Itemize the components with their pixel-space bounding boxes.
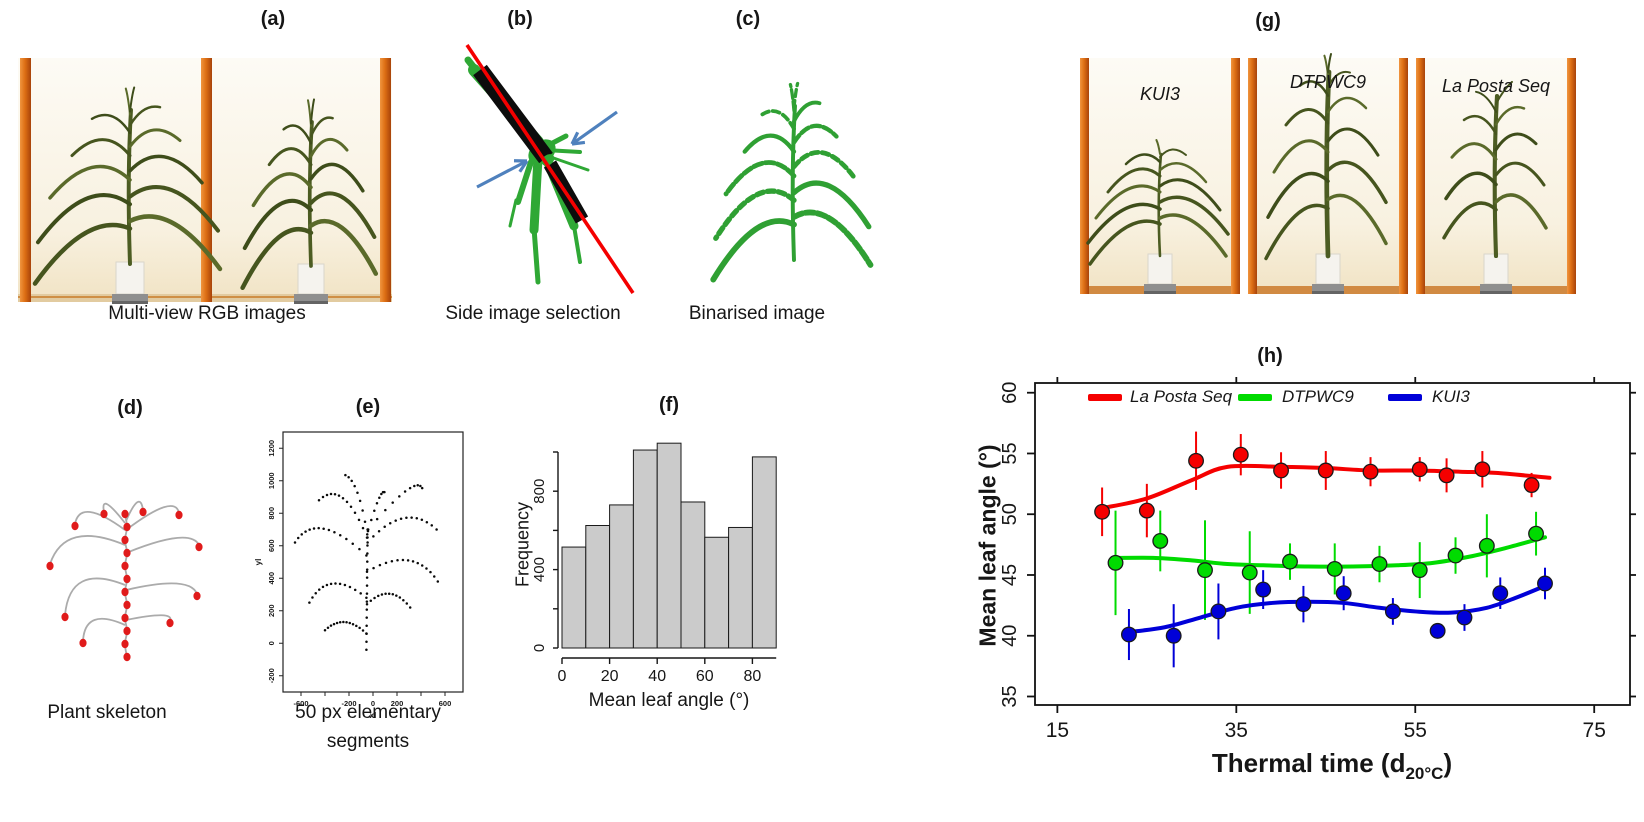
legend-label-laposta: La Posta Seq bbox=[1130, 387, 1233, 406]
panel-h-lineplot: 15 35 55 75 35 40 45 50 55 60 bbox=[999, 377, 1636, 742]
svg-text:60: 60 bbox=[999, 382, 1021, 404]
lineplot-x-axis-label: Thermal time (d20°C) bbox=[1212, 748, 1452, 784]
svg-text:75: 75 bbox=[1583, 719, 1606, 742]
svg-text:50: 50 bbox=[999, 503, 1021, 525]
svg-text:35: 35 bbox=[1225, 719, 1248, 742]
panel-label-b: (b) bbox=[507, 8, 533, 30]
caption-b: Side image selection bbox=[445, 303, 621, 324]
legend-swatch-dtpwc9 bbox=[1238, 394, 1272, 401]
panel-label-h: (h) bbox=[1257, 345, 1283, 367]
panel-b-topview bbox=[464, 43, 635, 295]
svg-text:200: 200 bbox=[391, 699, 404, 708]
svg-text:60: 60 bbox=[696, 668, 714, 685]
genotype-label-dtpwc9: DTPWC9 bbox=[1290, 72, 1366, 92]
panel-label-d: (d) bbox=[117, 397, 143, 419]
genotype-label-kui3: KUI3 bbox=[1139, 84, 1181, 104]
svg-text:0: 0 bbox=[371, 699, 375, 708]
caption-a: Multi-view RGB images bbox=[108, 303, 306, 324]
svg-text:1200: 1200 bbox=[267, 440, 276, 457]
panel-label-f: (f) bbox=[659, 394, 679, 416]
svg-text:55: 55 bbox=[999, 442, 1021, 464]
svg-text:0: 0 bbox=[558, 668, 567, 685]
genotype-label-laposta: La Posta Seq bbox=[1441, 76, 1551, 96]
panel-a-photo bbox=[18, 58, 392, 304]
histogram-x-axis-label: Mean leaf angle (°) bbox=[588, 690, 750, 711]
caption-c: Binarised image bbox=[688, 303, 826, 324]
svg-text:800: 800 bbox=[531, 479, 548, 504]
svg-text:400: 400 bbox=[531, 557, 548, 582]
panel-d-skeleton bbox=[46, 500, 203, 662]
svg-text:40: 40 bbox=[648, 668, 666, 685]
panel-label-a: (a) bbox=[260, 8, 286, 30]
svg-text:yl: yl bbox=[254, 559, 263, 566]
panel-g-photos bbox=[1080, 53, 1576, 294]
svg-text:40: 40 bbox=[999, 625, 1021, 647]
legend-label-dtpwc9: DTPWC9 bbox=[1282, 387, 1354, 406]
svg-text:45: 45 bbox=[999, 564, 1021, 586]
svg-text:15: 15 bbox=[1046, 719, 1069, 742]
lineplot-y-axis-label: Mean leaf angle (°) bbox=[974, 444, 1001, 647]
svg-text:400: 400 bbox=[267, 572, 276, 585]
panel-e-scatter: -600 -200 0 200 600 -200 0 200 400 600 800 1000 1200… bbox=[254, 431, 464, 720]
panel-f-histogram: 0 400 800 0 20 40 60 80 bbox=[531, 442, 777, 685]
svg-text:0: 0 bbox=[267, 641, 276, 645]
panel-label-c: (c) bbox=[735, 8, 761, 30]
panel-c-binarised bbox=[710, 81, 874, 283]
svg-text:35: 35 bbox=[999, 685, 1021, 707]
x-label-close: ) bbox=[1443, 748, 1453, 778]
x-label-main: Thermal time (d bbox=[1211, 748, 1406, 778]
svg-text:-600: -600 bbox=[293, 699, 308, 708]
svg-text:-200: -200 bbox=[341, 699, 356, 708]
caption-e: 50 px elementary segments bbox=[295, 702, 441, 753]
legend-swatch-kui3 bbox=[1388, 394, 1422, 401]
svg-text:55: 55 bbox=[1404, 719, 1427, 742]
legend-swatch-laposta bbox=[1088, 394, 1122, 401]
svg-text:-200: -200 bbox=[267, 668, 276, 683]
svg-text:600: 600 bbox=[267, 539, 276, 552]
svg-text:200: 200 bbox=[267, 604, 276, 617]
panel-label-e: (e) bbox=[355, 396, 381, 418]
svg-text:xl: xl bbox=[370, 711, 377, 720]
histogram-y-axis-label: Frequency bbox=[512, 501, 533, 588]
caption-d: Plant skeleton bbox=[47, 702, 167, 723]
svg-text:600: 600 bbox=[439, 699, 452, 708]
svg-text:20: 20 bbox=[601, 668, 619, 685]
svg-text:0: 0 bbox=[531, 644, 548, 652]
svg-text:80: 80 bbox=[744, 668, 762, 685]
panel-label-g: (g) bbox=[1255, 10, 1281, 32]
legend-label-kui3: KUI3 bbox=[1432, 387, 1470, 406]
svg-text:800: 800 bbox=[267, 507, 276, 520]
x-label-subscript: 20°C bbox=[1405, 764, 1444, 783]
svg-text:1000: 1000 bbox=[267, 472, 276, 489]
